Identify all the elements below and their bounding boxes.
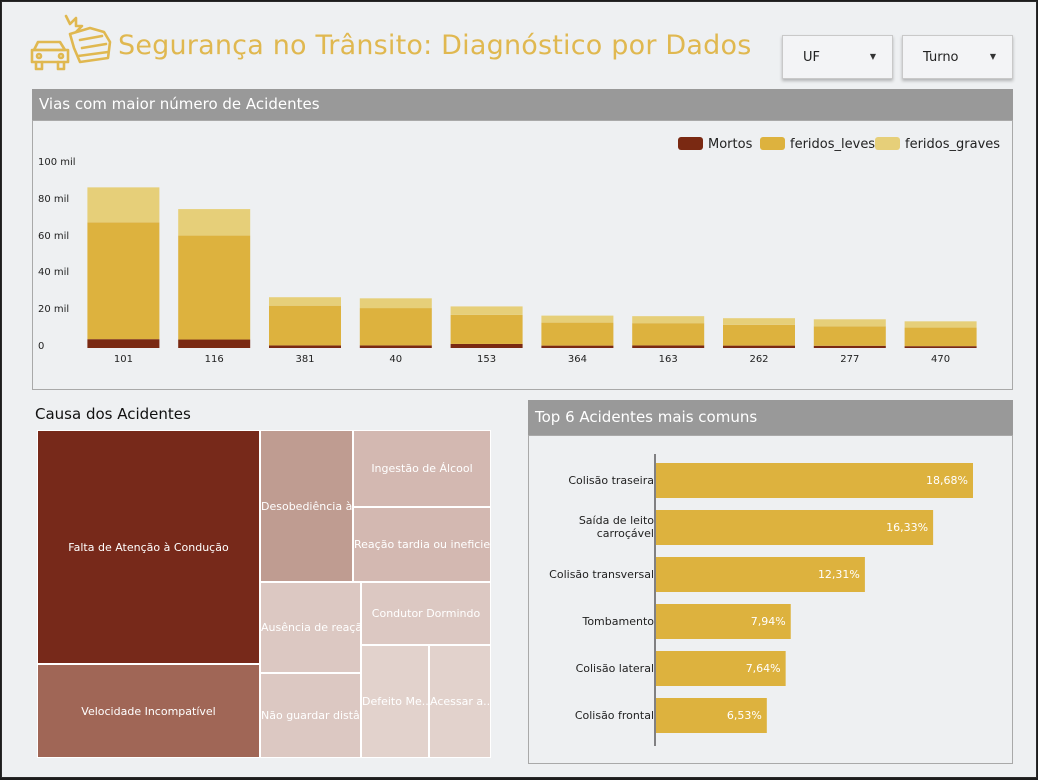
legend-swatch-feridos-leves — [760, 137, 785, 150]
legend-feridos-leves: feridos_leves — [760, 137, 875, 152]
hbar-category-label: Colisão traseira — [568, 474, 654, 487]
treemap-cell-label: Ingestão de Álcool — [371, 462, 473, 475]
chevron-down-icon: ▼ — [989, 52, 996, 61]
legend-label-feridos-graves: feridos_graves — [905, 137, 1001, 152]
treemap-cell-label: Defeito Me... — [362, 695, 428, 708]
top6-panel-title: Top 6 Acidentes mais comuns — [535, 408, 758, 426]
treemap-cell[interactable]: Desobediência à... — [260, 430, 353, 582]
causa-section-title: Causa dos Acidentes — [35, 405, 191, 423]
uf-filter-label: UF — [803, 50, 820, 65]
x-tick-label: 116 — [204, 354, 224, 365]
legend-label-mortos: Mortos — [708, 137, 753, 152]
hbar-category-label: Colisão frontal — [574, 709, 654, 722]
treemap-cell[interactable]: Falta de Atenção à Condução — [37, 430, 260, 664]
y-tick-label: 40 mil — [38, 267, 70, 279]
hbar-value-label: 16,33% — [886, 521, 929, 534]
page-title: Segurança no Trânsito: Diagnóstico por D… — [118, 30, 752, 61]
hbar-value-label: 12,31% — [817, 568, 860, 581]
turno-filter-dropdown[interactable]: Turno ▼ — [902, 35, 1013, 79]
hbar-value-label: 7,64% — [745, 662, 781, 675]
x-tick-label: 277 — [840, 354, 860, 365]
hbar-value-label: 7,94% — [750, 615, 786, 628]
hbar-value-label: 18,68% — [926, 474, 968, 487]
hbar-category-label: Colisão transversal — [549, 568, 654, 581]
legend-label-feridos-leves: feridos_leves — [790, 137, 876, 152]
x-tick-label: 262 — [749, 354, 769, 365]
x-tick-label: 101 — [113, 354, 133, 365]
treemap-cell-label: Acessar a... — [430, 695, 490, 708]
x-tick-label: 163 — [658, 354, 678, 365]
x-tick-label: 40 — [389, 354, 403, 365]
x-tick-label: 364 — [567, 354, 587, 365]
vias-panel-title: Vias com maior número de Acidentes — [39, 95, 320, 113]
y-tick-label: 0 — [38, 341, 45, 352]
treemap-cell-label: Não guardar distâ... — [261, 709, 360, 722]
turno-filter-label: Turno — [923, 50, 959, 65]
hbar-category-label: Saída de leito carroçável — [578, 514, 654, 540]
y-tick-label: 20 mil — [38, 304, 70, 316]
car-crash-icon — [30, 14, 112, 71]
legend-mortos: Mortos — [678, 137, 752, 152]
legend-feridos-graves: feridos_graves — [875, 137, 1000, 152]
hbar-category-label: Colisão lateral — [575, 662, 654, 675]
y-tick-label: 100 mil — [38, 157, 76, 168]
treemap-cell-label: Reação tardia ou ineficie... — [354, 538, 490, 551]
treemap-cell[interactable]: Ingestão de Álcool — [353, 430, 491, 507]
treemap-cell[interactable]: Defeito Me... — [361, 645, 429, 758]
treemap-cell-label: Condutor Dormindo — [371, 607, 481, 620]
treemap-cell-label: Ausência de reaçã... — [261, 621, 360, 634]
chevron-down-icon: ▼ — [869, 52, 876, 61]
treemap-cell[interactable]: Condutor Dormindo — [361, 582, 491, 645]
uf-filter-dropdown[interactable]: UF ▼ — [782, 35, 893, 79]
legend-swatch-feridos-graves — [875, 137, 900, 150]
hbar-category-label: Tombamento — [582, 615, 654, 628]
legend-swatch-mortos — [678, 137, 703, 150]
y-tick-label: 80 mil — [38, 193, 70, 205]
treemap-cell-label: Velocidade Incompatível — [81, 704, 216, 718]
treemap-cell[interactable]: Reação tardia ou ineficie... — [353, 507, 491, 582]
treemap-cell[interactable]: Velocidade Incompatível — [37, 664, 260, 758]
y-tick-label: 60 mil — [38, 230, 70, 242]
hbar-value-label: 6,53% — [726, 709, 762, 722]
x-tick-label: 470 — [931, 354, 951, 365]
treemap-cell-label: Desobediência à... — [261, 499, 352, 513]
treemap-cell[interactable]: Acessar a... — [429, 645, 491, 758]
top6-panel-header: Top 6 Acidentes mais comuns — [528, 400, 1013, 435]
treemap-cell[interactable]: Ausência de reaçã... — [260, 582, 361, 673]
treemap-cell[interactable]: Não guardar distâ... — [260, 673, 361, 758]
x-tick-label: 381 — [295, 354, 315, 365]
vias-panel-body — [32, 120, 1013, 390]
vias-panel-header: Vias com maior número de Acidentes — [32, 89, 1013, 120]
x-tick-label: 153 — [477, 354, 497, 365]
treemap-cell-label: Falta de Atenção à Condução — [68, 540, 229, 554]
